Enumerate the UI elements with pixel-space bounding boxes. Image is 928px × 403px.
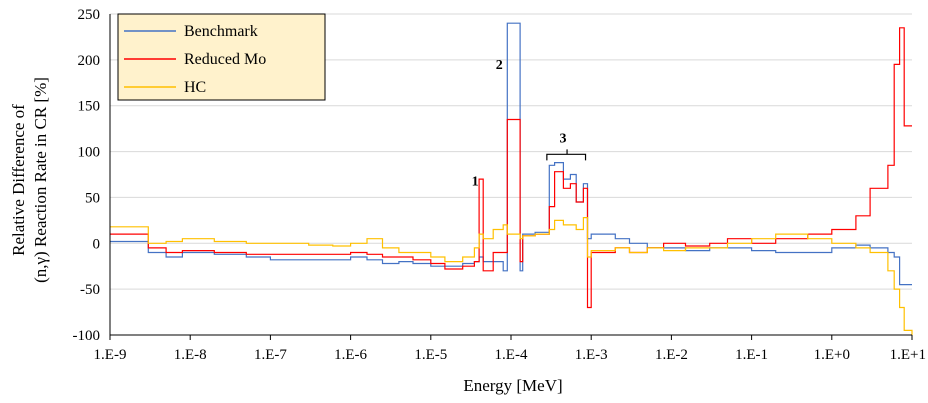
series-line-benchmark <box>110 22 912 286</box>
x-axis-title: Energy [MeV] <box>463 376 562 395</box>
x-tick-label: 1.E-4 <box>495 347 528 363</box>
legend: Benchmark Reduced Mo HC <box>117 13 326 101</box>
axes: 250 200 150 100 50 0 -50 -100 1.E-9 1.E-8 1.E-7 1.E… <box>73 7 927 363</box>
annotation-label: 1 <box>472 175 479 190</box>
y-tick-label: 200 <box>78 53 101 69</box>
annotation-label: 3 <box>560 131 567 146</box>
x-tick-label: 1.E-3 <box>575 347 608 363</box>
x-tick-label: 1.E+0 <box>814 347 850 363</box>
x-tick-label: 1.E-8 <box>174 347 207 363</box>
y-tick-label: -100 <box>73 328 101 344</box>
y-tick-label: 0 <box>93 236 101 252</box>
x-tick-label: 1.E-5 <box>414 347 447 363</box>
y-tick-label: 50 <box>85 190 100 206</box>
y-tick-label: -50 <box>80 282 100 298</box>
legend-label: Benchmark <box>184 23 258 40</box>
x-tick-label: 1.E+1 <box>890 347 926 363</box>
legend-box <box>117 13 326 101</box>
y-tick-label: 150 <box>78 99 101 115</box>
y-tick-label: 250 <box>78 7 101 23</box>
x-tick-label: 1.E-1 <box>735 347 768 363</box>
x-tick-label: 1.E-7 <box>254 347 287 363</box>
legend-label: HC <box>184 79 206 96</box>
series-line-reduced-mo <box>110 27 912 309</box>
y-axis-title-line2: (n,γ) Reaction Rate in CR [%] <box>31 77 50 283</box>
legend-label: Reduced Mo <box>184 51 266 68</box>
series-layer <box>110 22 913 335</box>
y-axis-title-line1: Relative Difference of <box>9 104 28 256</box>
y-tick-label: 100 <box>78 145 101 161</box>
annotation-label: 2 <box>496 58 503 73</box>
x-tick-label: 1.E-6 <box>334 347 367 363</box>
x-tick-label: 1.E-2 <box>655 347 688 363</box>
annotation-bracket <box>546 149 587 161</box>
annotations: 1 2 3 <box>472 58 587 190</box>
series-line-hc <box>110 217 913 335</box>
x-tick-label: 1.E-9 <box>94 347 127 363</box>
